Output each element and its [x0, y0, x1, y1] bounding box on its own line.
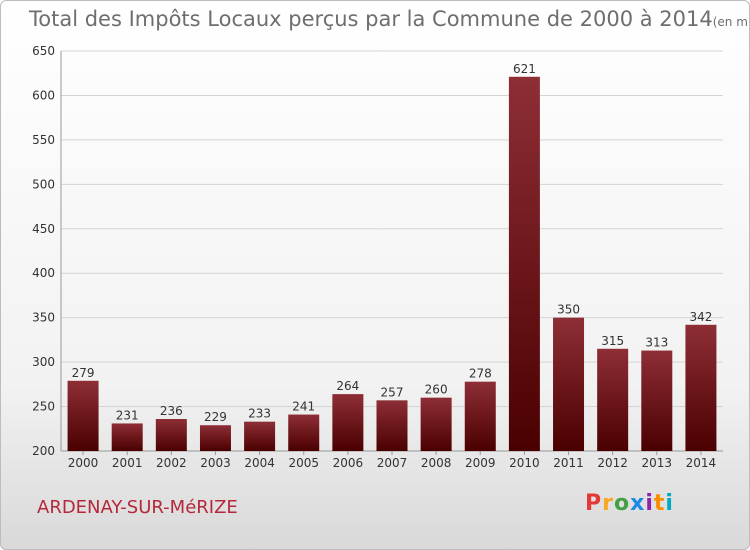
value-labels: 279 231 236 229 233 241 264 257 260 278 621 350 315 3… [72, 62, 713, 424]
logo-letter: t [653, 491, 666, 516]
y-tick-label: 600 [32, 88, 55, 102]
bar [508, 76, 540, 452]
y-tick-label: 300 [32, 355, 55, 369]
y-tick-label: 650 [32, 44, 55, 58]
chart-title-text: Total des Impôts Locaux perçus par la Co… [29, 7, 713, 31]
bar-value-label: 260 [425, 383, 448, 397]
bar-value-label: 313 [645, 336, 668, 350]
bar-value-label: 342 [689, 310, 712, 324]
bar [597, 348, 629, 451]
x-tick-label: 2005 [288, 456, 319, 470]
x-tick-label: 2014 [686, 456, 717, 470]
proxiti-logo: Proxiti [585, 491, 674, 516]
logo-letter: r [602, 491, 614, 516]
bar-value-label: 264 [336, 379, 359, 393]
x-tick-label: 2006 [333, 456, 364, 470]
bar [332, 394, 364, 451]
bar-value-label: 231 [116, 408, 139, 422]
bar [288, 414, 320, 451]
commune-name: ARDENAY-SUR-MéRIZE [37, 497, 238, 518]
bar [420, 397, 452, 451]
bar [111, 423, 143, 451]
bar-value-label: 279 [72, 366, 95, 380]
bar-value-label: 229 [204, 410, 227, 424]
logo-letter: i [645, 491, 654, 516]
x-tick-label: 2008 [421, 456, 452, 470]
bar-value-label: 233 [248, 407, 271, 421]
bar-value-label: 236 [160, 404, 183, 418]
x-tick-label: 2001 [112, 456, 143, 470]
x-tick-label: 2012 [597, 456, 628, 470]
bar-value-label: 621 [513, 62, 536, 76]
x-tick-label: 2000 [68, 456, 99, 470]
y-tick-label: 550 [32, 133, 55, 147]
bar [641, 350, 673, 451]
bar [67, 380, 99, 451]
bar [155, 419, 187, 451]
y-tick-label: 450 [32, 222, 55, 236]
x-tick-label: 2010 [509, 456, 540, 470]
tick-labels: 200 250 300 350 400 450 500 550 600 650 2000 2001 20… [32, 44, 716, 470]
bar [553, 317, 585, 451]
y-tick-label: 400 [32, 266, 55, 280]
x-tick-label: 2002 [156, 456, 187, 470]
x-tick-label: 2011 [553, 456, 584, 470]
x-tick-label: 2013 [642, 456, 673, 470]
bar [244, 421, 276, 451]
bar-value-label: 278 [469, 367, 492, 381]
y-tick-label: 200 [32, 444, 55, 458]
x-tick-label: 2009 [465, 456, 496, 470]
chart-title: Total des Impôts Locaux perçus par la Co… [29, 7, 750, 31]
bar-value-label: 350 [557, 303, 580, 317]
logo-letter: i [665, 491, 674, 516]
bar-value-label: 257 [381, 385, 404, 399]
bar [376, 400, 408, 451]
bar [685, 324, 717, 451]
y-tick-label: 350 [32, 311, 55, 325]
bar [464, 381, 496, 451]
logo-letter: o [613, 491, 631, 516]
bar-value-label: 315 [601, 334, 624, 348]
chart-unit-label: (en milliers d'€) [712, 15, 750, 29]
x-tick-label: 2003 [200, 456, 231, 470]
x-tick-label: 2004 [244, 456, 275, 470]
bar [199, 425, 231, 451]
x-tick-label: 2007 [377, 456, 408, 470]
logo-letter: P [585, 491, 603, 516]
bars [67, 76, 717, 452]
y-tick-label: 250 [32, 400, 55, 414]
bar-value-label: 241 [292, 400, 315, 414]
logo-letter: x [630, 491, 646, 516]
y-tick-label: 500 [32, 177, 55, 191]
